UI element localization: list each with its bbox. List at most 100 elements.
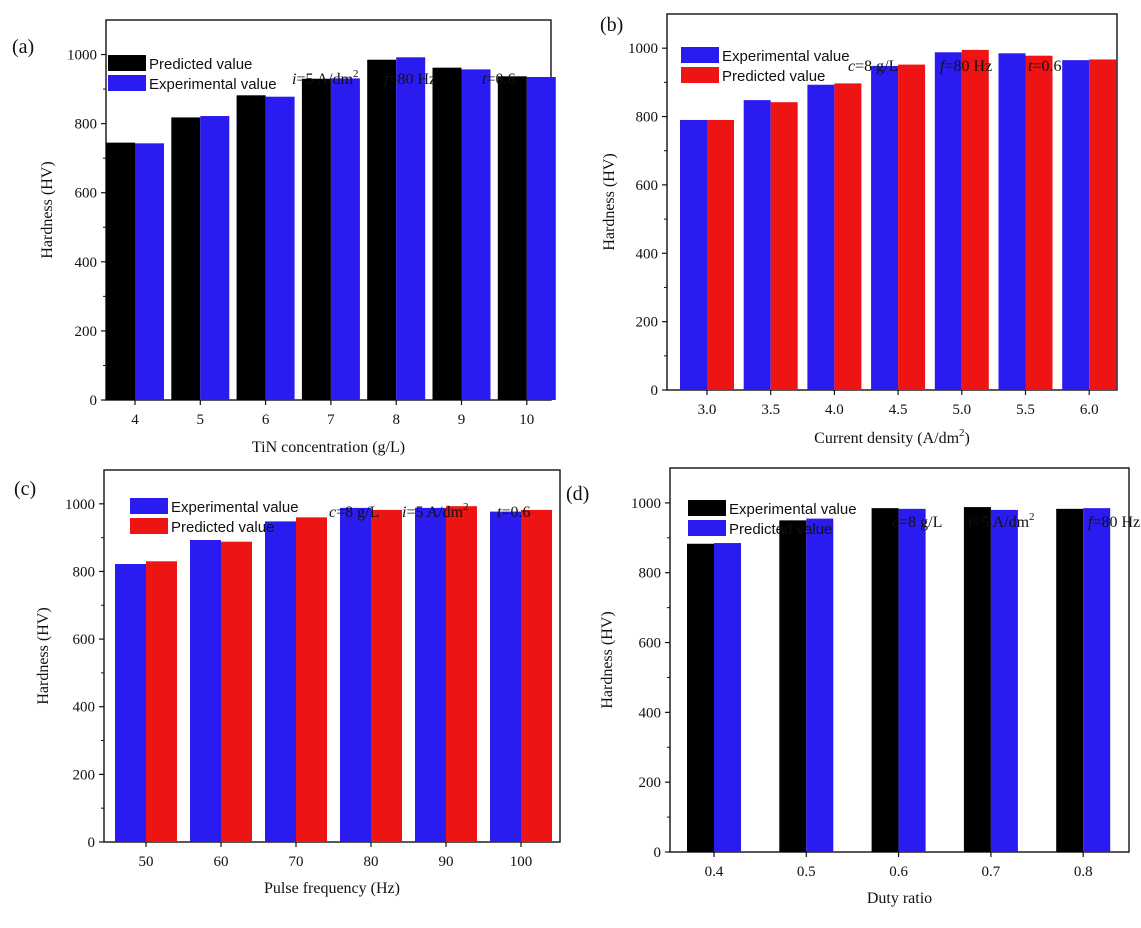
bar-series1 [415,507,446,842]
x-tick-label: 5.0 [952,402,971,418]
bar-series2 [1089,59,1117,390]
bar-series1 [490,511,521,842]
legend-label: Predicted value [149,56,252,73]
bar-series1 [687,543,714,852]
panel-c: 0 200 400 600 800 1000 50 60 70 80 90 100 (c) Experim… [14,469,561,897]
x-axis-label-superscript: 2 [959,427,965,439]
bar-series2 [200,116,230,400]
condition-value: =5 A/dm [296,71,353,88]
legend-swatch [108,55,146,71]
x-axis-label: TiN concentration (g/L) [252,439,405,456]
condition-variable: c [329,504,336,521]
condition-annotation: t=0.6 [1028,58,1061,75]
condition-variable: t [482,71,487,88]
legend-label: Experimental value [722,48,850,65]
x-tick-label: 4 [131,412,139,428]
y-tick-label: 0 [90,393,98,409]
condition-value: =8 g/L [899,514,942,531]
condition-annotation: c=8 g/L [329,504,379,521]
bar-series2 [135,143,164,400]
x-tick-label: 5.5 [1016,402,1035,418]
bar-series1 [171,117,201,400]
bar-series2 [330,78,360,400]
y-tick-label: 1000 [67,48,97,64]
bar-series2 [707,119,734,391]
x-tick-label: 60 [214,854,229,870]
condition-variable: t [497,504,502,521]
y-tick-label: 1000 [631,496,661,512]
bar-series1 [236,95,266,401]
x-tick-label: 3.0 [698,402,717,418]
bar-series1 [871,65,899,390]
y-tick-label: 800 [636,110,659,126]
y-tick-label: 400 [73,700,96,716]
bar-series2 [770,102,798,391]
x-tick-label: 90 [439,854,454,870]
condition-value: =80 Hz [1092,514,1140,531]
y-axis-label: Hardness (HV) [35,607,52,704]
legend-label: Experimental value [729,501,857,518]
y-tick-label: 200 [75,324,98,340]
panel-label: (b) [600,14,623,36]
condition-annotation: f=80 Hz [940,58,992,75]
bar-series1 [779,520,807,852]
x-tick-label: 10 [519,412,534,428]
x-axis-label: Pulse frequency (Hz) [264,880,400,897]
y-tick-label: 0 [88,835,96,851]
x-tick-label: 7 [327,412,335,428]
condition-value: =5 A/dm [972,514,1029,531]
bar-series1 [1056,508,1084,852]
x-axis-label-text: Pulse frequency (Hz) [264,880,400,897]
bar-series2 [221,541,252,842]
bar-series1 [340,507,371,842]
bar-series1 [963,507,991,852]
x-tick-label: 6.0 [1080,402,1099,418]
x-axis-label: Current density (A/dm2) [814,427,970,447]
condition-value: =80 Hz [388,71,436,88]
x-tick-label: 100 [510,854,533,870]
panel-label: (a) [12,36,34,58]
bar-series2 [521,509,552,842]
legend-label: Predicted value [171,519,274,536]
x-tick-label: 0.4 [705,864,724,880]
x-axis-label: Duty ratio [867,890,932,907]
condition-value: =0.6 [486,71,515,88]
panel-label: (c) [14,478,36,500]
legend-swatch [681,47,719,63]
bar-series2 [806,518,834,852]
x-tick-label: 6 [262,412,270,428]
condition-annotation: t=0.6 [497,504,530,521]
y-tick-label: 600 [639,636,662,652]
x-axis-label-text: Current density (A/dm [814,430,959,447]
y-tick-label: 600 [75,186,98,202]
bar-series2 [898,64,926,391]
y-tick-label: 400 [636,246,659,262]
x-axis-label-text: Duty ratio [867,890,932,907]
condition-superscript: 2 [353,68,359,80]
bar-series1 [1062,60,1090,391]
x-tick-label: 70 [289,854,304,870]
y-tick-label: 0 [654,845,662,861]
bar-series2 [396,57,426,401]
legend-swatch [108,75,146,91]
y-tick-label: 600 [636,178,659,194]
bar-series1 [301,78,331,401]
panel-a: 0 200 400 600 800 1000 4 5 6 7 8 9 10 (a) Predicted va… [12,19,556,456]
bar-series2 [526,77,556,400]
y-tick-label: 0 [651,383,659,399]
bar-series1 [265,521,296,842]
condition-variable: i [292,71,296,88]
y-tick-label: 1000 [65,497,95,513]
bar-series1 [871,508,899,852]
condition-annotation: i=5 A/dm2 [968,511,1035,531]
bar-series2 [146,561,177,842]
condition-superscript: 2 [1029,511,1035,523]
bar-series2 [834,83,862,390]
bar-series1 [807,84,835,391]
condition-value: =0.6 [501,504,530,521]
bar-series2 [714,543,741,852]
legend-swatch [681,67,719,83]
y-tick-label: 200 [639,775,662,791]
y-tick-label: 200 [636,315,659,331]
